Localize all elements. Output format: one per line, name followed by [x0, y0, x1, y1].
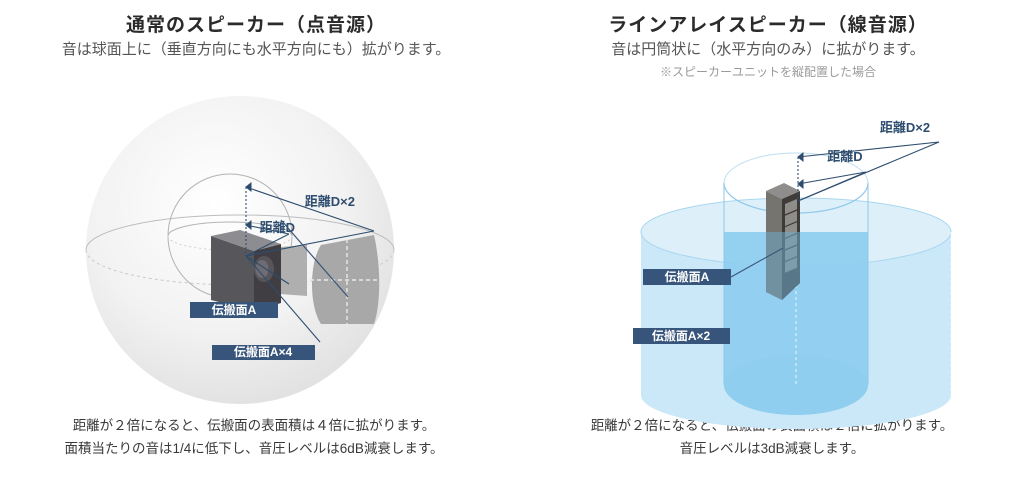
svg-text:伝搬面A×2: 伝搬面A×2: [652, 328, 711, 343]
svg-text:距離D×2: 距離D×2: [305, 194, 355, 209]
svg-text:伝搬面A: 伝搬面A: [212, 302, 257, 317]
svg-text:伝搬面A: 伝搬面A: [665, 269, 710, 284]
svg-text:距離D: 距離D: [827, 149, 862, 164]
svg-text:距離D: 距離D: [260, 220, 295, 235]
svg-text:距離D×2: 距離D×2: [880, 120, 930, 135]
svg-text:伝搬面A×4: 伝搬面A×4: [234, 344, 293, 359]
